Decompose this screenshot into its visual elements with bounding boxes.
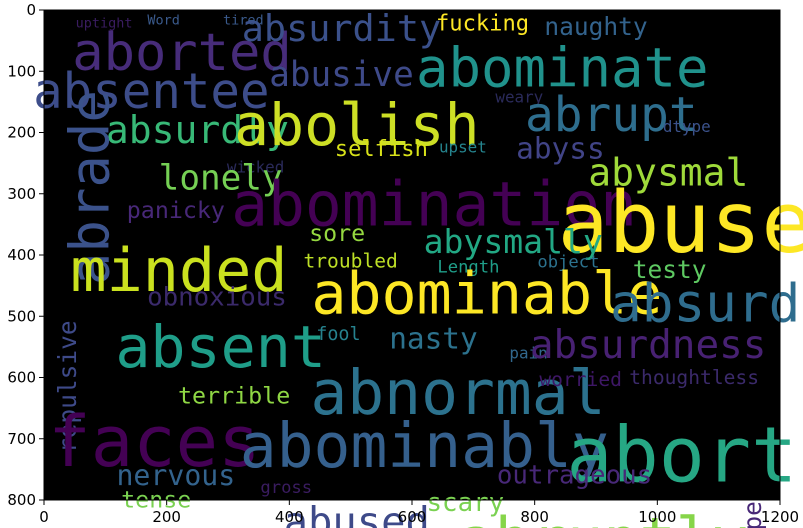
word-31: testy — [633, 255, 707, 284]
word-3: aborted — [72, 23, 292, 83]
word-50: gross — [260, 478, 312, 498]
word-21: abysmal — [588, 150, 748, 194]
word-46: abominably — [240, 411, 609, 482]
word-9: absentee — [33, 62, 269, 120]
word-26: abysmally — [424, 222, 603, 261]
y-axis: 0 100 200 300 400 500 600 700 800 — [7, 1, 44, 509]
word-11: abrupt — [525, 88, 698, 143]
word-54: rape — [738, 501, 767, 528]
word-30: object — [537, 252, 599, 272]
word-56: abrasive — [86, 520, 375, 528]
word-55: abruptly — [459, 505, 748, 528]
y-tick-label-8: 800 — [7, 491, 36, 509]
word-12: absurdly — [106, 108, 289, 152]
word-22: panicky — [127, 197, 225, 224]
word-48: nervous — [116, 459, 235, 492]
x-tick-label-6: 1200 — [761, 508, 799, 526]
y-tick-label-2: 200 — [7, 124, 36, 142]
y-tick-label-3: 300 — [7, 185, 36, 203]
word-10: weary — [495, 87, 543, 106]
word-7: abusive — [269, 55, 414, 95]
word-19: wicked — [227, 157, 284, 176]
word-28: troubled — [303, 250, 397, 273]
word-1: Word — [147, 12, 180, 28]
word-24: abuse — [558, 173, 803, 272]
word-47: abort — [566, 411, 797, 500]
x-axis: 0 200 400 600 800 1000 1200 — [39, 500, 799, 526]
word-0: uptight — [76, 15, 133, 31]
word-29: Length — [437, 257, 499, 277]
y-tick-label-0: 0 — [26, 1, 36, 19]
word-53: scary — [427, 488, 505, 518]
word-23: abomination — [231, 169, 637, 240]
word-16: selfish — [335, 136, 428, 162]
word-25: sore — [309, 220, 365, 247]
y-tick-label-1: 100 — [7, 62, 36, 80]
word-13: abolish — [234, 91, 480, 159]
word-49: outrageous — [497, 461, 652, 491]
word-20: lonely — [159, 158, 283, 198]
word-32: abominable — [311, 260, 662, 328]
word-6: naughty — [544, 12, 647, 41]
x-tick-label-1: 200 — [152, 508, 181, 526]
word-15: abrade — [59, 90, 122, 285]
y-tick-label-7: 700 — [7, 430, 36, 448]
word-38: absent — [115, 313, 326, 381]
word-4: absurdity — [242, 7, 441, 50]
word-14: dtype — [663, 117, 711, 136]
word-43: thoughtless — [629, 366, 759, 389]
y-tick-label-6: 600 — [7, 369, 36, 387]
word-44: terrible — [178, 382, 290, 409]
word-41: abnormal — [310, 358, 605, 429]
word-8: abominate — [416, 37, 709, 100]
plot-area — [44, 10, 780, 500]
word-2: tired — [223, 12, 264, 28]
word-52: abused — [284, 497, 430, 528]
word-34: absurd — [610, 274, 800, 335]
word-37: repulsive — [53, 320, 82, 453]
word-36: nasty — [389, 321, 477, 355]
x-tick-label-5: 1000 — [638, 508, 676, 526]
word-35: fool — [316, 324, 360, 345]
word-33: obnoxious — [147, 282, 287, 312]
x-tick-label-2: 400 — [275, 508, 304, 526]
word-39: pain — [509, 344, 547, 363]
word-27: minded — [70, 236, 287, 306]
x-tick-label-4: 800 — [520, 508, 549, 526]
y-tick-label-5: 500 — [7, 307, 36, 325]
word-5: fucking — [436, 10, 529, 36]
word-40: absurdness — [530, 323, 767, 368]
word-17: upset — [439, 138, 487, 157]
x-tick-label-3: 600 — [398, 508, 427, 526]
word-42: worried — [539, 368, 622, 391]
y-tick-label-4: 400 — [7, 246, 36, 264]
word-45: faces — [48, 401, 260, 483]
word-18: abyss — [516, 131, 604, 165]
x-tick-label-0: 0 — [39, 508, 49, 526]
